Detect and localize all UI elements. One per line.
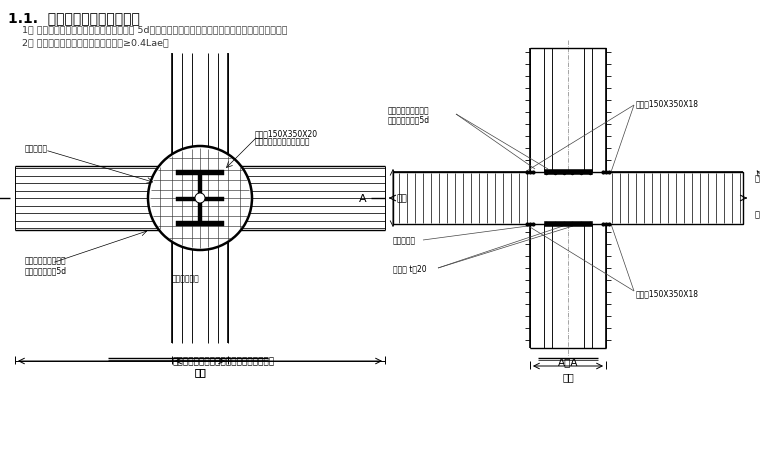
Text: 梁宽: 梁宽 <box>194 366 206 376</box>
Bar <box>198 176 202 221</box>
Text: 加劲肘 t＝20: 加劲肘 t＝20 <box>393 264 426 273</box>
Text: 拼挽筋筋孔: 拼挽筋筋孔 <box>393 236 416 245</box>
Text: 梁宽: 梁宽 <box>397 194 408 203</box>
Text: 型销销柱截面: 型销销柱截面 <box>172 274 200 283</box>
Circle shape <box>195 194 205 204</box>
Text: 柱宽: 柱宽 <box>194 366 206 376</box>
Text: 2） 梁纵筋弯锄，满足水平段锄固长度≥0.4Lae。: 2） 梁纵筋弯锄，满足水平段锄固长度≥0.4Lae。 <box>22 38 169 47</box>
Text: 1） 梁纵筋焊于销牛腹、加劲肱上，双面焊 5d；当有双排筋时，第二排筋焊于销牛腹或加劲肱下侧；: 1） 梁纵筋焊于销牛腹、加劲肱上，双面焊 5d；当有双排筋时，第二排筋焊于销牛腹… <box>22 25 287 34</box>
Bar <box>544 221 592 227</box>
Text: 焊接长度不小于5d: 焊接长度不小于5d <box>25 266 67 275</box>
Text: 柱宽: 柱宽 <box>562 371 574 381</box>
Text: 销牛腕150X350X20: 销牛腕150X350X20 <box>255 129 318 138</box>
Bar <box>176 198 224 201</box>
Bar <box>544 169 592 175</box>
Text: 设置支撑板、销板相应位置: 设置支撑板、销板相应位置 <box>255 137 311 146</box>
Text: A: A <box>359 194 367 204</box>
Text: 双面焊接于销牛腕上: 双面焊接于销牛腕上 <box>25 256 67 265</box>
Text: 辅牛腕150X350X18: 辅牛腕150X350X18 <box>636 289 699 298</box>
Text: 辅牛腕150X350X18: 辅牛腕150X350X18 <box>636 99 699 108</box>
Text: 非转换层型销圆柱与销筋混凝土梁节点详图: 非转换层型销圆柱与销筋混凝土梁节点详图 <box>172 356 274 365</box>
Bar <box>393 173 743 225</box>
Text: 余同↓: 余同↓ <box>755 209 760 218</box>
Bar <box>176 221 224 227</box>
Circle shape <box>148 147 252 250</box>
Text: 余同↑: 余同↑ <box>755 174 760 183</box>
Text: A－A: A－A <box>558 356 578 366</box>
Text: 焊接长度不小于5d: 焊接长度不小于5d <box>388 115 430 124</box>
Text: 双面焊接于销牛腕上: 双面焊接于销牛腕上 <box>388 106 429 115</box>
Bar <box>176 170 224 176</box>
Text: 1.1.  梁纵筋与型销柱连接方法: 1.1. 梁纵筋与型销柱连接方法 <box>8 11 140 25</box>
Text: 柱纵筋架孔: 柱纵筋架孔 <box>25 144 48 153</box>
